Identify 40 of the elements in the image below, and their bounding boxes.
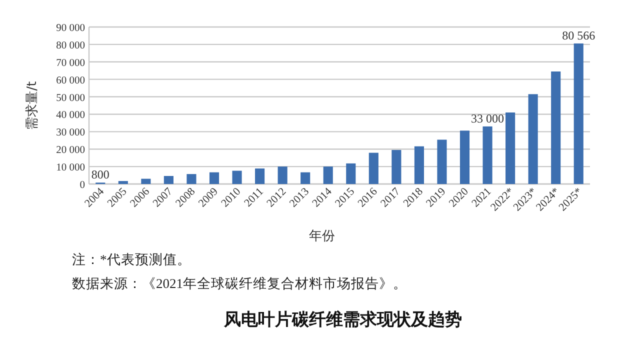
bar bbox=[323, 166, 333, 184]
y-tick-label: 90 000 bbox=[56, 23, 85, 34]
bar bbox=[368, 152, 378, 184]
bar bbox=[164, 176, 174, 184]
bar bbox=[300, 172, 310, 184]
bar bbox=[506, 112, 516, 184]
source-note: 数据来源：《2021年全球碳纤维复合材料市场报告》。 bbox=[72, 276, 407, 291]
y-axis-title: 需求量/t bbox=[25, 81, 40, 130]
text: 风电叶片碳纤维需求现状及趋势 bbox=[223, 310, 462, 329]
y-tick-label: 20 000 bbox=[56, 145, 85, 156]
x-tick-label: 2011 bbox=[242, 186, 266, 210]
bar bbox=[118, 181, 128, 184]
y-tick-label: 50 000 bbox=[56, 92, 85, 104]
bar bbox=[255, 168, 265, 184]
bar bbox=[392, 150, 402, 184]
bar bbox=[209, 172, 220, 184]
bar bbox=[414, 146, 424, 184]
bar bbox=[346, 163, 356, 184]
bar bbox=[141, 178, 151, 184]
x-axis-title: 年份 bbox=[309, 229, 335, 244]
bar bbox=[551, 71, 561, 184]
y-tick-label: 10 000 bbox=[56, 162, 85, 174]
bar bbox=[460, 130, 470, 184]
bar bbox=[186, 174, 196, 184]
bar bbox=[482, 126, 492, 184]
bar bbox=[232, 170, 242, 184]
bar bbox=[574, 43, 584, 184]
y-tick-label: 80 000 bbox=[56, 40, 85, 52]
bar bbox=[528, 94, 538, 184]
y-tick-label: 30 000 bbox=[56, 128, 85, 139]
data-label: 800 bbox=[91, 168, 110, 182]
y-tick-label: 70 000 bbox=[56, 58, 85, 69]
data-label: 80 566 bbox=[562, 28, 596, 42]
data-label: 33 000 bbox=[471, 111, 504, 126]
bar bbox=[278, 166, 288, 184]
y-tick-label: 60 000 bbox=[56, 75, 85, 86]
bar bbox=[437, 140, 447, 184]
y-tick-label: 0 bbox=[80, 180, 85, 191]
text: 注：*代表预测值。 bbox=[72, 252, 191, 267]
y-tick-label: 40 000 bbox=[56, 110, 85, 122]
